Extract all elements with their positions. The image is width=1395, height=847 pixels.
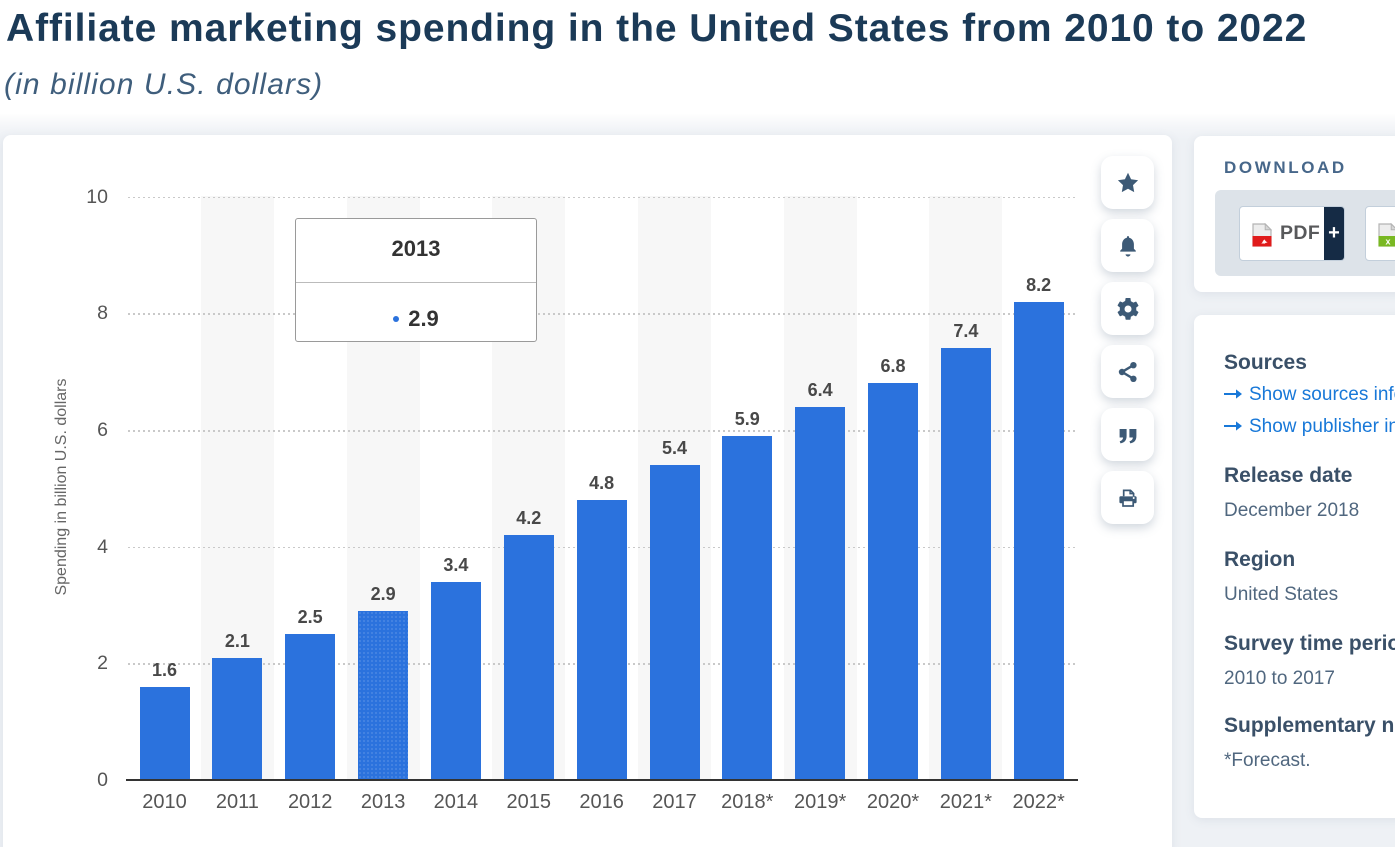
svg-text:x: x	[1385, 237, 1390, 247]
